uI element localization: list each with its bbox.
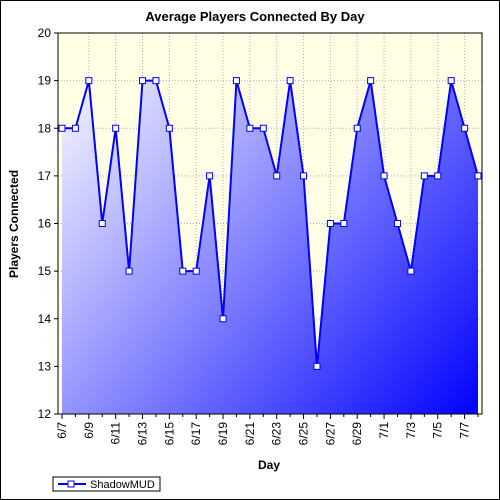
data-point	[259, 124, 267, 132]
data-point	[58, 124, 66, 132]
y-tick-label: 19	[38, 74, 52, 88]
data-point	[353, 124, 361, 132]
series-area-fill	[62, 80, 478, 414]
x-tick-label: 6/7	[55, 422, 69, 439]
data-point	[313, 362, 321, 370]
y-tick-label: 16	[38, 217, 52, 231]
data-point	[393, 220, 401, 227]
data-point	[273, 172, 281, 180]
data-point	[246, 124, 254, 132]
x-tick-label: 6/21	[243, 422, 257, 446]
data-point	[474, 172, 482, 180]
data-point	[447, 77, 455, 85]
x-tick-label: 6/23	[270, 422, 284, 446]
grid-lines	[58, 33, 482, 414]
x-tick-label: 6/29	[350, 422, 364, 446]
data-point	[206, 172, 214, 180]
y-tick-label: 18	[38, 121, 52, 135]
x-tick-label: 7/3	[404, 422, 418, 439]
legend-label: ShadowMUD	[90, 479, 155, 491]
data-point	[407, 267, 415, 275]
x-tick-label: 6/13	[136, 422, 150, 446]
data-point	[380, 172, 388, 180]
data-point	[367, 77, 375, 85]
data-point	[326, 220, 334, 227]
data-point	[192, 267, 200, 275]
legend: ShadowMUD	[52, 476, 161, 492]
data-point	[420, 172, 428, 180]
data-point	[232, 77, 240, 85]
data-point	[179, 267, 187, 275]
data-point	[219, 315, 227, 323]
x-tick-label: 6/11	[109, 422, 123, 445]
data-point	[139, 77, 147, 85]
x-tick-label: 6/27	[323, 422, 337, 446]
y-axis-ticks: 12 13 14 15 16 17 18 19 20	[38, 26, 58, 421]
x-axis-ticks: 6/7 6/9 6/11 6/13 6/15 6/17 6/19 6/21 6/23 6/25 6/…	[55, 414, 479, 446]
data-point	[340, 220, 348, 227]
data-point	[112, 124, 120, 132]
x-tick-label: 6/17	[189, 422, 203, 446]
x-tick-label: 6/9	[82, 422, 96, 439]
series-line	[62, 79, 479, 367]
y-axis-title: Players Connected	[7, 170, 21, 278]
data-point	[461, 124, 469, 132]
y-tick-label: 13	[38, 359, 52, 373]
x-tick-label: 6/19	[216, 422, 230, 446]
x-tick-label: 6/15	[162, 422, 176, 446]
data-point	[98, 220, 106, 227]
legend-box	[52, 476, 161, 492]
chart-title: Average Players Connected By Day	[145, 9, 365, 24]
data-point	[152, 77, 160, 85]
data-point	[300, 172, 308, 180]
y-tick-label: 14	[38, 312, 52, 326]
x-tick-label: 7/1	[377, 422, 391, 439]
data-points	[58, 77, 482, 370]
y-tick-label: 15	[38, 264, 52, 278]
y-tick-label: 20	[38, 26, 52, 40]
data-point	[286, 77, 294, 85]
data-point	[165, 124, 173, 132]
x-axis-title: Day	[258, 458, 280, 472]
data-point	[434, 172, 442, 180]
data-point	[85, 77, 93, 85]
y-tick-label: 12	[38, 407, 52, 421]
y-tick-label: 17	[38, 169, 52, 183]
legend-swatch-marker	[67, 480, 75, 488]
data-point	[125, 267, 133, 275]
x-tick-label: 7/5	[431, 422, 445, 439]
x-tick-label: 6/25	[297, 422, 311, 446]
data-point	[71, 124, 79, 132]
x-tick-label: 7/7	[458, 422, 472, 439]
